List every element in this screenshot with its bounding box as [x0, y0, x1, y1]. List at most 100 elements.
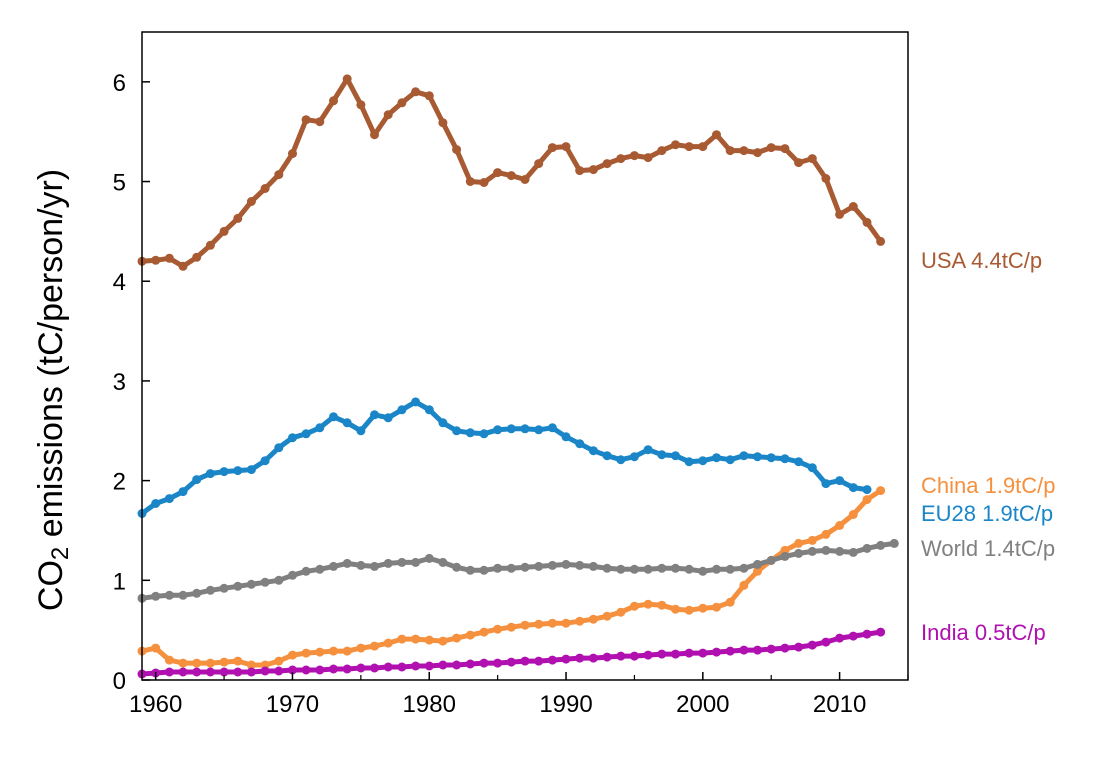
data-point-india [424, 661, 434, 671]
data-point-eu28 [219, 467, 229, 477]
data-point-india [602, 652, 612, 662]
data-point-china [862, 495, 872, 505]
series-line-china [139, 488, 884, 668]
data-point-world [684, 564, 694, 574]
data-point-usa [465, 177, 475, 186]
x-tick-label: 1970 [266, 691, 319, 718]
data-point-china [794, 538, 804, 548]
data-point-eu28 [479, 429, 489, 439]
data-point-usa [616, 154, 626, 164]
data-point-usa [671, 140, 680, 150]
data-point-eu28 [151, 499, 161, 508]
data-point-eu28 [780, 454, 790, 464]
data-point-world [288, 570, 297, 580]
data-point-world [889, 538, 899, 548]
data-point-india [520, 656, 530, 666]
data-point-usa [288, 149, 297, 159]
data-point-usa [301, 115, 311, 125]
data-point-eu28 [739, 451, 749, 461]
data-point-eu28 [329, 412, 338, 422]
data-point-world [370, 561, 379, 571]
data-point-india [438, 660, 448, 670]
data-point-india [725, 646, 735, 656]
data-point-india [561, 654, 571, 664]
data-point-india [807, 640, 817, 650]
x-axis: 1960 1970 1980 1990 2000 2010 [129, 672, 909, 718]
data-point-india [506, 657, 516, 667]
data-point-usa [205, 240, 215, 250]
data-point-eu28 [506, 424, 516, 434]
data-point-china [643, 599, 653, 609]
data-point-world [534, 561, 544, 571]
data-point-usa [561, 142, 571, 152]
data-point-world [411, 557, 421, 567]
data-point-india [821, 637, 831, 647]
data-point-world [329, 561, 338, 571]
data-point-usa [588, 165, 598, 175]
data-point-world [712, 564, 721, 574]
data-point-world [192, 588, 202, 598]
data-point-eu28 [438, 418, 448, 428]
data-point-india [397, 662, 407, 672]
data-point-usa [766, 143, 776, 153]
data-point-eu28 [575, 439, 585, 449]
data-point-usa [602, 159, 612, 169]
data-point-world [205, 585, 215, 595]
data-point-india [862, 629, 872, 639]
data-point-china [301, 648, 311, 658]
y-tick-label: 2 [113, 469, 126, 496]
data-point-eu28 [616, 455, 626, 465]
data-point-world [383, 558, 393, 568]
data-point-eu28 [178, 487, 188, 497]
data-point-india [205, 667, 215, 677]
data-point-eu28 [862, 485, 872, 495]
data-point-china [753, 566, 762, 576]
data-point-world [616, 564, 626, 574]
series-label-world: World 1.4tC/p [921, 536, 1055, 561]
data-point-eu28 [288, 433, 297, 443]
data-point-usa [452, 145, 462, 155]
data-point-india [698, 648, 708, 658]
data-point-world [219, 583, 229, 593]
series-label-india: India 0.5tC/p [921, 620, 1046, 645]
data-point-india [164, 667, 174, 677]
data-point-world [547, 560, 557, 570]
data-point-china [288, 650, 297, 660]
data-point-eu28 [383, 413, 393, 423]
data-point-china [725, 597, 735, 607]
series-label-china: China 1.9tC/p [921, 473, 1056, 498]
data-point-india [629, 651, 639, 661]
data-point-usa [164, 253, 174, 263]
data-point-world [561, 559, 571, 569]
data-point-china [534, 619, 544, 629]
data-point-usa [479, 178, 489, 187]
data-point-india [178, 667, 188, 677]
x-tick-label: 2000 [676, 691, 729, 718]
series-china [137, 486, 886, 670]
data-point-eu28 [561, 432, 571, 442]
data-point-usa [862, 217, 872, 227]
data-point-china [342, 646, 352, 656]
data-point-world [465, 565, 475, 575]
data-point-usa [712, 130, 721, 140]
y-tick-label: 3 [113, 369, 126, 396]
data-point-china [219, 657, 229, 667]
data-point-india [794, 642, 804, 652]
data-point-china [233, 656, 243, 666]
data-point-world [479, 565, 489, 575]
data-point-world [164, 590, 174, 600]
data-point-eu28 [643, 445, 653, 455]
data-point-world [862, 543, 872, 553]
data-point-usa [370, 130, 379, 140]
data-point-eu28 [588, 446, 598, 456]
data-point-india [876, 627, 886, 637]
data-point-china [588, 614, 598, 624]
data-point-china [329, 646, 338, 656]
data-point-china [465, 630, 475, 640]
data-point-eu28 [547, 423, 557, 433]
data-point-usa [493, 168, 503, 178]
data-point-usa [739, 146, 749, 156]
data-point-eu28 [520, 424, 530, 434]
data-point-world [643, 564, 653, 574]
data-point-india [616, 651, 626, 661]
